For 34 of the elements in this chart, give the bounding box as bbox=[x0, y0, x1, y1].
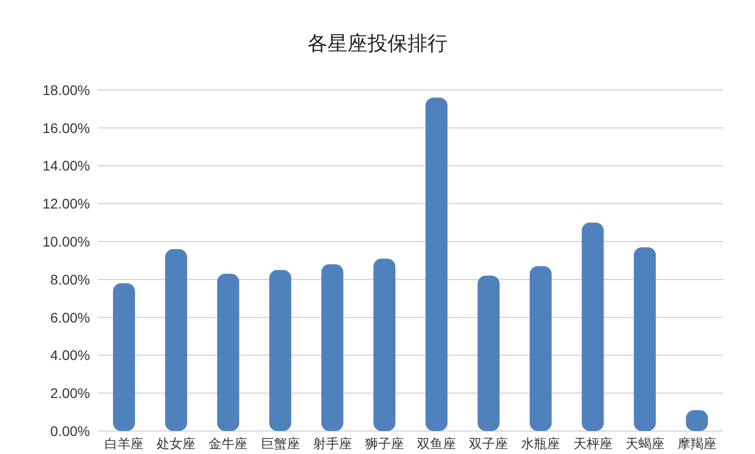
x-tick-label: 射手座 bbox=[312, 436, 352, 452]
x-tick-label: 金牛座 bbox=[208, 436, 248, 452]
y-tick-label: 6.00% bbox=[50, 309, 90, 326]
y-tick-label: 14.00% bbox=[42, 158, 90, 174]
x-tick-label: 白羊座 bbox=[104, 436, 144, 452]
y-tick-label: 16.00% bbox=[42, 120, 90, 136]
x-tick-label: 双鱼座 bbox=[417, 436, 456, 452]
x-tick-label: 狮子座 bbox=[364, 436, 404, 452]
y-tick-label: 12.00% bbox=[42, 196, 90, 212]
x-tick-label: 天蝎座 bbox=[625, 436, 664, 452]
bar bbox=[634, 247, 656, 431]
y-tick-label: 2.00% bbox=[50, 385, 90, 402]
x-tick-label: 处女座 bbox=[156, 436, 196, 452]
bar bbox=[269, 270, 292, 431]
y-tick-label: 8.00% bbox=[50, 271, 90, 288]
bar bbox=[426, 98, 448, 431]
y-tick-label: 10.00% bbox=[42, 234, 90, 250]
bar bbox=[321, 264, 344, 431]
y-tick-label: 0.00% bbox=[50, 422, 90, 439]
x-tick-label: 水瓶座 bbox=[521, 436, 560, 452]
x-tick-label: 双子座 bbox=[469, 436, 508, 452]
bar bbox=[373, 258, 396, 431]
x-tick-label: 巨蟹座 bbox=[260, 436, 300, 452]
chart-title: 各星座投保排行 bbox=[306, 32, 448, 57]
bar bbox=[165, 249, 188, 431]
y-tick-label: 18.00% bbox=[42, 82, 90, 98]
bar bbox=[582, 222, 604, 431]
x-tick-label: 天枰座 bbox=[573, 436, 612, 452]
bar bbox=[217, 274, 240, 431]
bar bbox=[478, 276, 500, 431]
y-tick-label: 4.00% bbox=[50, 347, 90, 364]
bar bbox=[530, 266, 552, 431]
x-tick-label: 摩羯座 bbox=[677, 436, 716, 452]
bar bbox=[113, 283, 135, 431]
